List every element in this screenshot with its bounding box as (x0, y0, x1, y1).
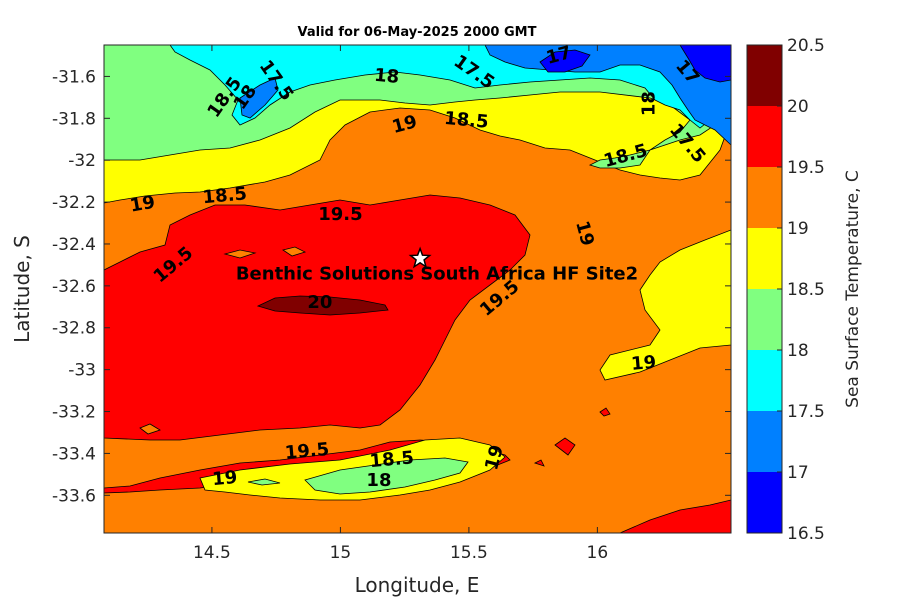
contour-band-17-17.5-west (239, 77, 279, 119)
contour-band-19.5-20-dot2 (533, 459, 545, 467)
contour-hole-19-west (223, 249, 257, 259)
contour-band-16.5-17-patch (539, 49, 591, 73)
contour-label: 18.5 (369, 447, 415, 472)
contour-label: 19 (630, 352, 657, 375)
colorbar-swatch (747, 411, 782, 472)
colorbar-swatch (747, 45, 782, 106)
contour-band-18-18.5-south (304, 457, 469, 495)
chart-title: Valid for 06-May-2025 2000 GMT (298, 25, 537, 40)
contour-label: 20 (307, 292, 332, 313)
x-tick-label: 16 (587, 543, 609, 563)
contour-label: 19.5 (284, 439, 330, 464)
x-axis-label: Longitude, E (355, 573, 480, 597)
contour-band-20-20.5 (256, 295, 389, 316)
colorbar-swatch (747, 289, 782, 350)
y-tick-label: -32.4 (52, 235, 96, 255)
y-tick-label: -31.8 (52, 109, 96, 129)
colorbar-tick-label: 18 (787, 341, 809, 361)
contour-label: 19.5 (318, 204, 362, 225)
contour-label: 18 (638, 91, 659, 116)
colorbar-tick-label: 19.5 (787, 158, 825, 178)
y-tick-label: -31.6 (52, 67, 96, 87)
x-tick-label: 15.5 (450, 543, 488, 563)
contour-band-16.5-17 (679, 45, 731, 83)
y-tick-label: -32.6 (52, 277, 96, 297)
contour-label: 19 (128, 192, 156, 217)
contour-band-18.5-19 (104, 45, 731, 381)
colorbar-tick-label: 17.5 (787, 402, 825, 422)
contour-band-17-17.5 (484, 45, 731, 146)
colorbar-tick-label: 17 (787, 463, 809, 483)
y-tick-label: -32 (68, 151, 96, 171)
contour-band-19.5-20-se (619, 499, 731, 533)
colorbar: 16.5 17 17.5 18 18.5 19 19.5 20 20.5 (746, 36, 825, 544)
colorbar-tick-label: 19 (787, 219, 809, 239)
y-tick-label: -32.8 (52, 319, 96, 339)
colorbar-tick-label: 20.5 (787, 36, 825, 56)
axis-ticks: 14.5 15 15.5 16 -31.6 -31.8 -32 -32.2 -32.4 -32.6… (52, 45, 731, 563)
x-tick-label: 14.5 (193, 543, 231, 563)
colorbar-swatch (747, 472, 782, 533)
colorbar-swatch (747, 106, 782, 167)
y-tick-label: -33.6 (52, 486, 96, 506)
site-label: Benthic Solutions South Africa HF Site2 (236, 264, 638, 285)
y-tick-label: -32.2 (52, 193, 96, 213)
contour-label: 19 (211, 467, 238, 490)
colorbar-label: Sea Surface Temperature, C (843, 170, 863, 408)
y-axis-label: Latitude, S (10, 235, 34, 343)
contour-band-19.5-20-spot (554, 437, 576, 456)
colorbar-tick-label: 20 (787, 97, 809, 117)
site-marker: Benthic Solutions South Africa HF Site2 (236, 246, 638, 285)
contour-label: 18 (373, 65, 400, 88)
colorbar-tick-label: 16.5 (787, 524, 825, 544)
contour-label: 18.5 (443, 108, 489, 133)
colorbar-swatch (747, 167, 782, 228)
contour-hole-19-sw (139, 423, 161, 435)
colorbar-tick-label: 18.5 (787, 280, 825, 300)
y-tick-label: -33 (68, 361, 96, 381)
contour-label: 18 (366, 470, 391, 491)
axes-frame (103, 44, 732, 534)
contour-hole-19-west2 (282, 246, 307, 257)
y-tick-label: -33.4 (52, 444, 96, 464)
x-tick-label: 15 (330, 543, 352, 563)
contour-band-18-18.5-sw (247, 478, 281, 486)
contour-band-19.5-20-dot (599, 407, 611, 417)
colorbar-swatch (747, 228, 782, 289)
contour-plot-area (104, 45, 731, 533)
y-tick-label: -33.2 (52, 403, 96, 423)
colorbar-swatch (747, 350, 782, 411)
contour-label: 18.5 (202, 183, 248, 208)
site-star-icon (408, 246, 432, 269)
